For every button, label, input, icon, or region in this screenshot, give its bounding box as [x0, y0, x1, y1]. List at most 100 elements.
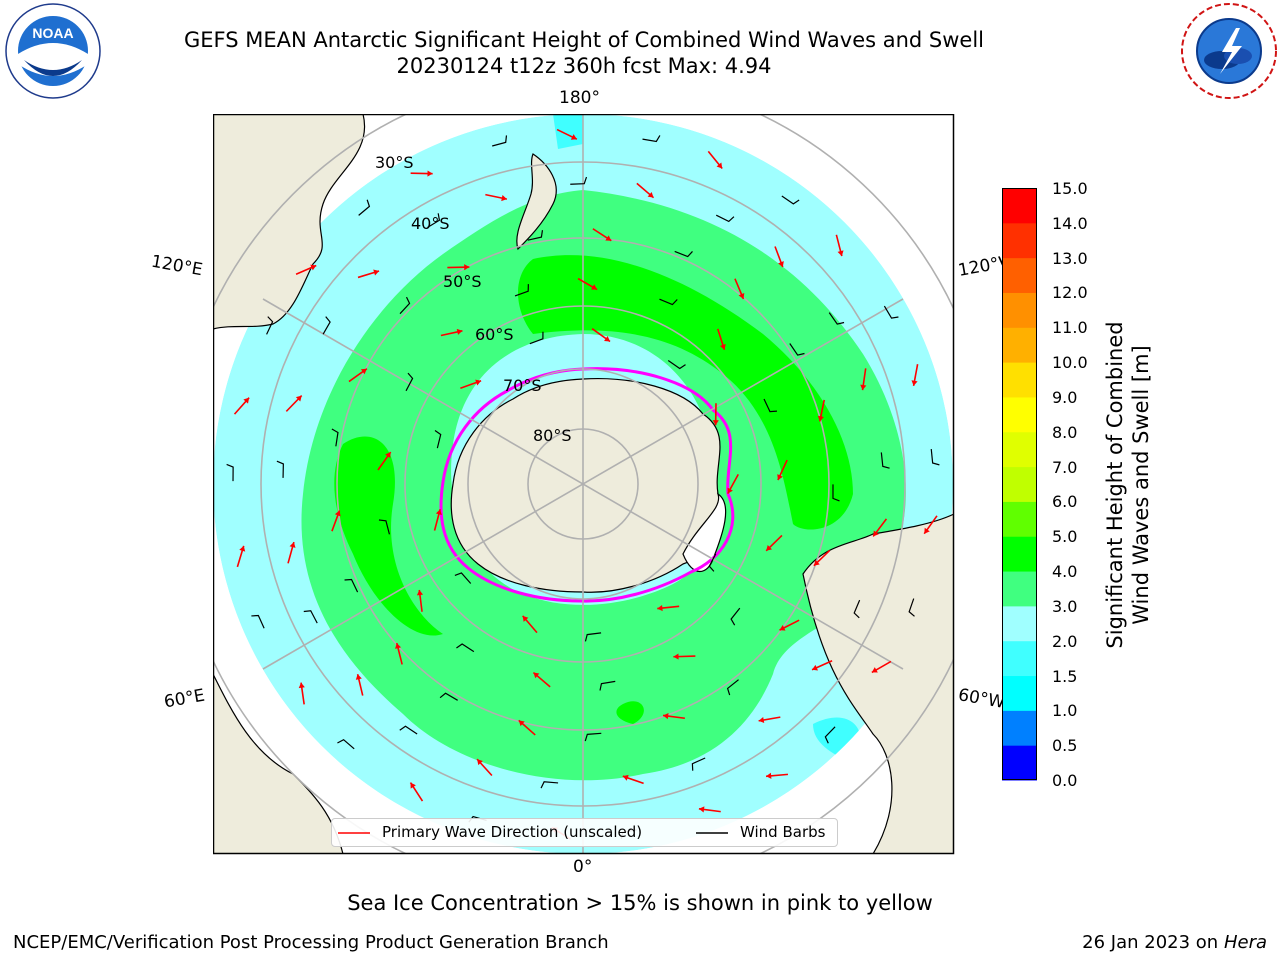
polar-map: 30°S 40°S 50°S 60°S 70°S 80°S — [213, 114, 955, 855]
colorbar-tick-label: 8.0 — [1052, 422, 1078, 442]
run-date: 26 Jan 2023 on Hera — [1082, 932, 1267, 953]
colorbar-tick-label: 9.0 — [1052, 387, 1078, 407]
wind-barb — [824, 726, 836, 744]
lon-label-180: 180° — [559, 88, 600, 108]
lon-label-60e: 60°E — [162, 685, 207, 713]
wind-barb — [691, 757, 706, 771]
wind-barb — [344, 578, 359, 593]
lat-label-60s: 60°S — [475, 325, 514, 344]
wind-barb — [584, 732, 602, 742]
wind-barb — [930, 449, 940, 466]
wind-barb — [883, 305, 899, 319]
colorbar-tick-label: 12.0 — [1052, 283, 1088, 303]
colorbar-tick-label: 7.0 — [1052, 457, 1078, 477]
land-antarctic-peninsula — [682, 492, 727, 573]
producer-credit: NCEP/EMC/Verification Post Processing Pr… — [13, 932, 609, 953]
wave-arrow-head — [766, 544, 773, 551]
wind-barb — [514, 284, 529, 297]
wave-arrow-head — [817, 415, 824, 422]
wave-arrow-head — [239, 545, 246, 552]
wave-arrow-head — [475, 379, 482, 386]
wave-field-4-5m — [334, 255, 853, 724]
wave-arrow-head — [873, 530, 879, 537]
wind-barb — [667, 360, 686, 370]
colorbar-label-line2: Wind Waves and Swell [m] — [1129, 345, 1153, 625]
wave-arrow-head — [777, 474, 783, 481]
wave-arrow-head — [385, 452, 391, 459]
wind-barb — [434, 429, 442, 449]
colorbar-segment — [1002, 675, 1037, 711]
wind-barb — [456, 643, 475, 653]
colorbar-tick-label: 14.0 — [1052, 213, 1088, 233]
wave-arrow-head — [716, 162, 723, 169]
wave-arrow-head — [533, 672, 540, 679]
wind-barb — [276, 460, 284, 478]
colorbar-label-line1: Significant Height of Combined — [1103, 321, 1127, 649]
wind-barb — [303, 610, 318, 624]
wind-barb — [226, 463, 234, 482]
lat-label-30s: 30°S — [375, 153, 414, 172]
wave-arrow-head — [813, 559, 820, 566]
colorbar-tick-label: 13.0 — [1052, 248, 1088, 268]
lon-label-60w: 60°W — [956, 685, 1007, 713]
wind-barb — [405, 372, 414, 392]
wind-barb — [599, 680, 616, 691]
colorbar-tick-label: 10.0 — [1052, 353, 1088, 373]
wind-barb — [584, 632, 602, 642]
wind-barb — [708, 553, 717, 572]
colorbar-segment — [1002, 222, 1037, 259]
wave-arrow-head — [812, 664, 818, 671]
wind-barbs — [226, 135, 940, 839]
colorbar-tick-label: 15.0 — [1052, 179, 1088, 198]
wave-arrow-head — [456, 328, 463, 335]
wave-arrow-head — [871, 667, 878, 673]
wave-arrow-head — [622, 774, 629, 781]
wind-barb — [781, 195, 800, 205]
noaa-logo: NOAA — [5, 3, 101, 99]
wind-barb — [715, 214, 735, 223]
colorbar-segment — [1002, 431, 1037, 468]
run-machine: Hera — [1223, 932, 1267, 953]
colorbar-segment — [1002, 362, 1037, 398]
colorbar-tick-label: 5.0 — [1052, 527, 1078, 547]
colorbar-tick-label: 0.0 — [1052, 771, 1078, 790]
wind-barb — [828, 312, 845, 325]
wind-barb — [908, 598, 915, 617]
wind-barb — [322, 316, 331, 335]
wind-barb — [570, 176, 588, 185]
wave-arrow-head — [410, 782, 416, 789]
colorbar-segment — [1002, 501, 1037, 537]
land-antarctica — [450, 377, 724, 593]
wind-barb — [642, 135, 661, 143]
wind-barb — [880, 452, 890, 469]
wind-barb — [378, 519, 391, 535]
lat-label-50s: 50°S — [443, 272, 482, 291]
land-south-america — [802, 513, 954, 854]
wind-barb — [832, 484, 840, 502]
wave-arrow-head — [477, 759, 483, 766]
colorbar-segment — [1002, 466, 1037, 502]
wave-arrow-head — [719, 343, 726, 350]
wind-barb — [337, 738, 355, 750]
graticule — [213, 114, 954, 854]
colorbar-tick-label: 6.0 — [1052, 492, 1078, 512]
wind-barb — [527, 230, 544, 241]
wave-arrow-head — [738, 293, 745, 299]
wind-barb — [358, 199, 371, 216]
wave-arrow-head — [605, 235, 612, 241]
wind-barb — [492, 135, 508, 147]
map-frame — [213, 114, 955, 855]
colorbar-tick-label: 1.5 — [1052, 666, 1078, 686]
sea-ice-edge — [439, 367, 735, 603]
wave-arrow-head — [518, 720, 525, 727]
wave-arrow-head — [727, 487, 733, 494]
wind-barb — [266, 316, 274, 335]
wind-barb — [789, 343, 805, 356]
lat-label-80s: 80°S — [533, 426, 572, 445]
colorbar-segment — [1002, 327, 1037, 363]
wave-arrow-head — [427, 170, 433, 177]
colorbar-segment — [1002, 640, 1037, 677]
wave-arrow-head — [657, 604, 663, 612]
lon-label-120e: 120°E — [149, 251, 205, 281]
wind-barb — [427, 213, 441, 228]
